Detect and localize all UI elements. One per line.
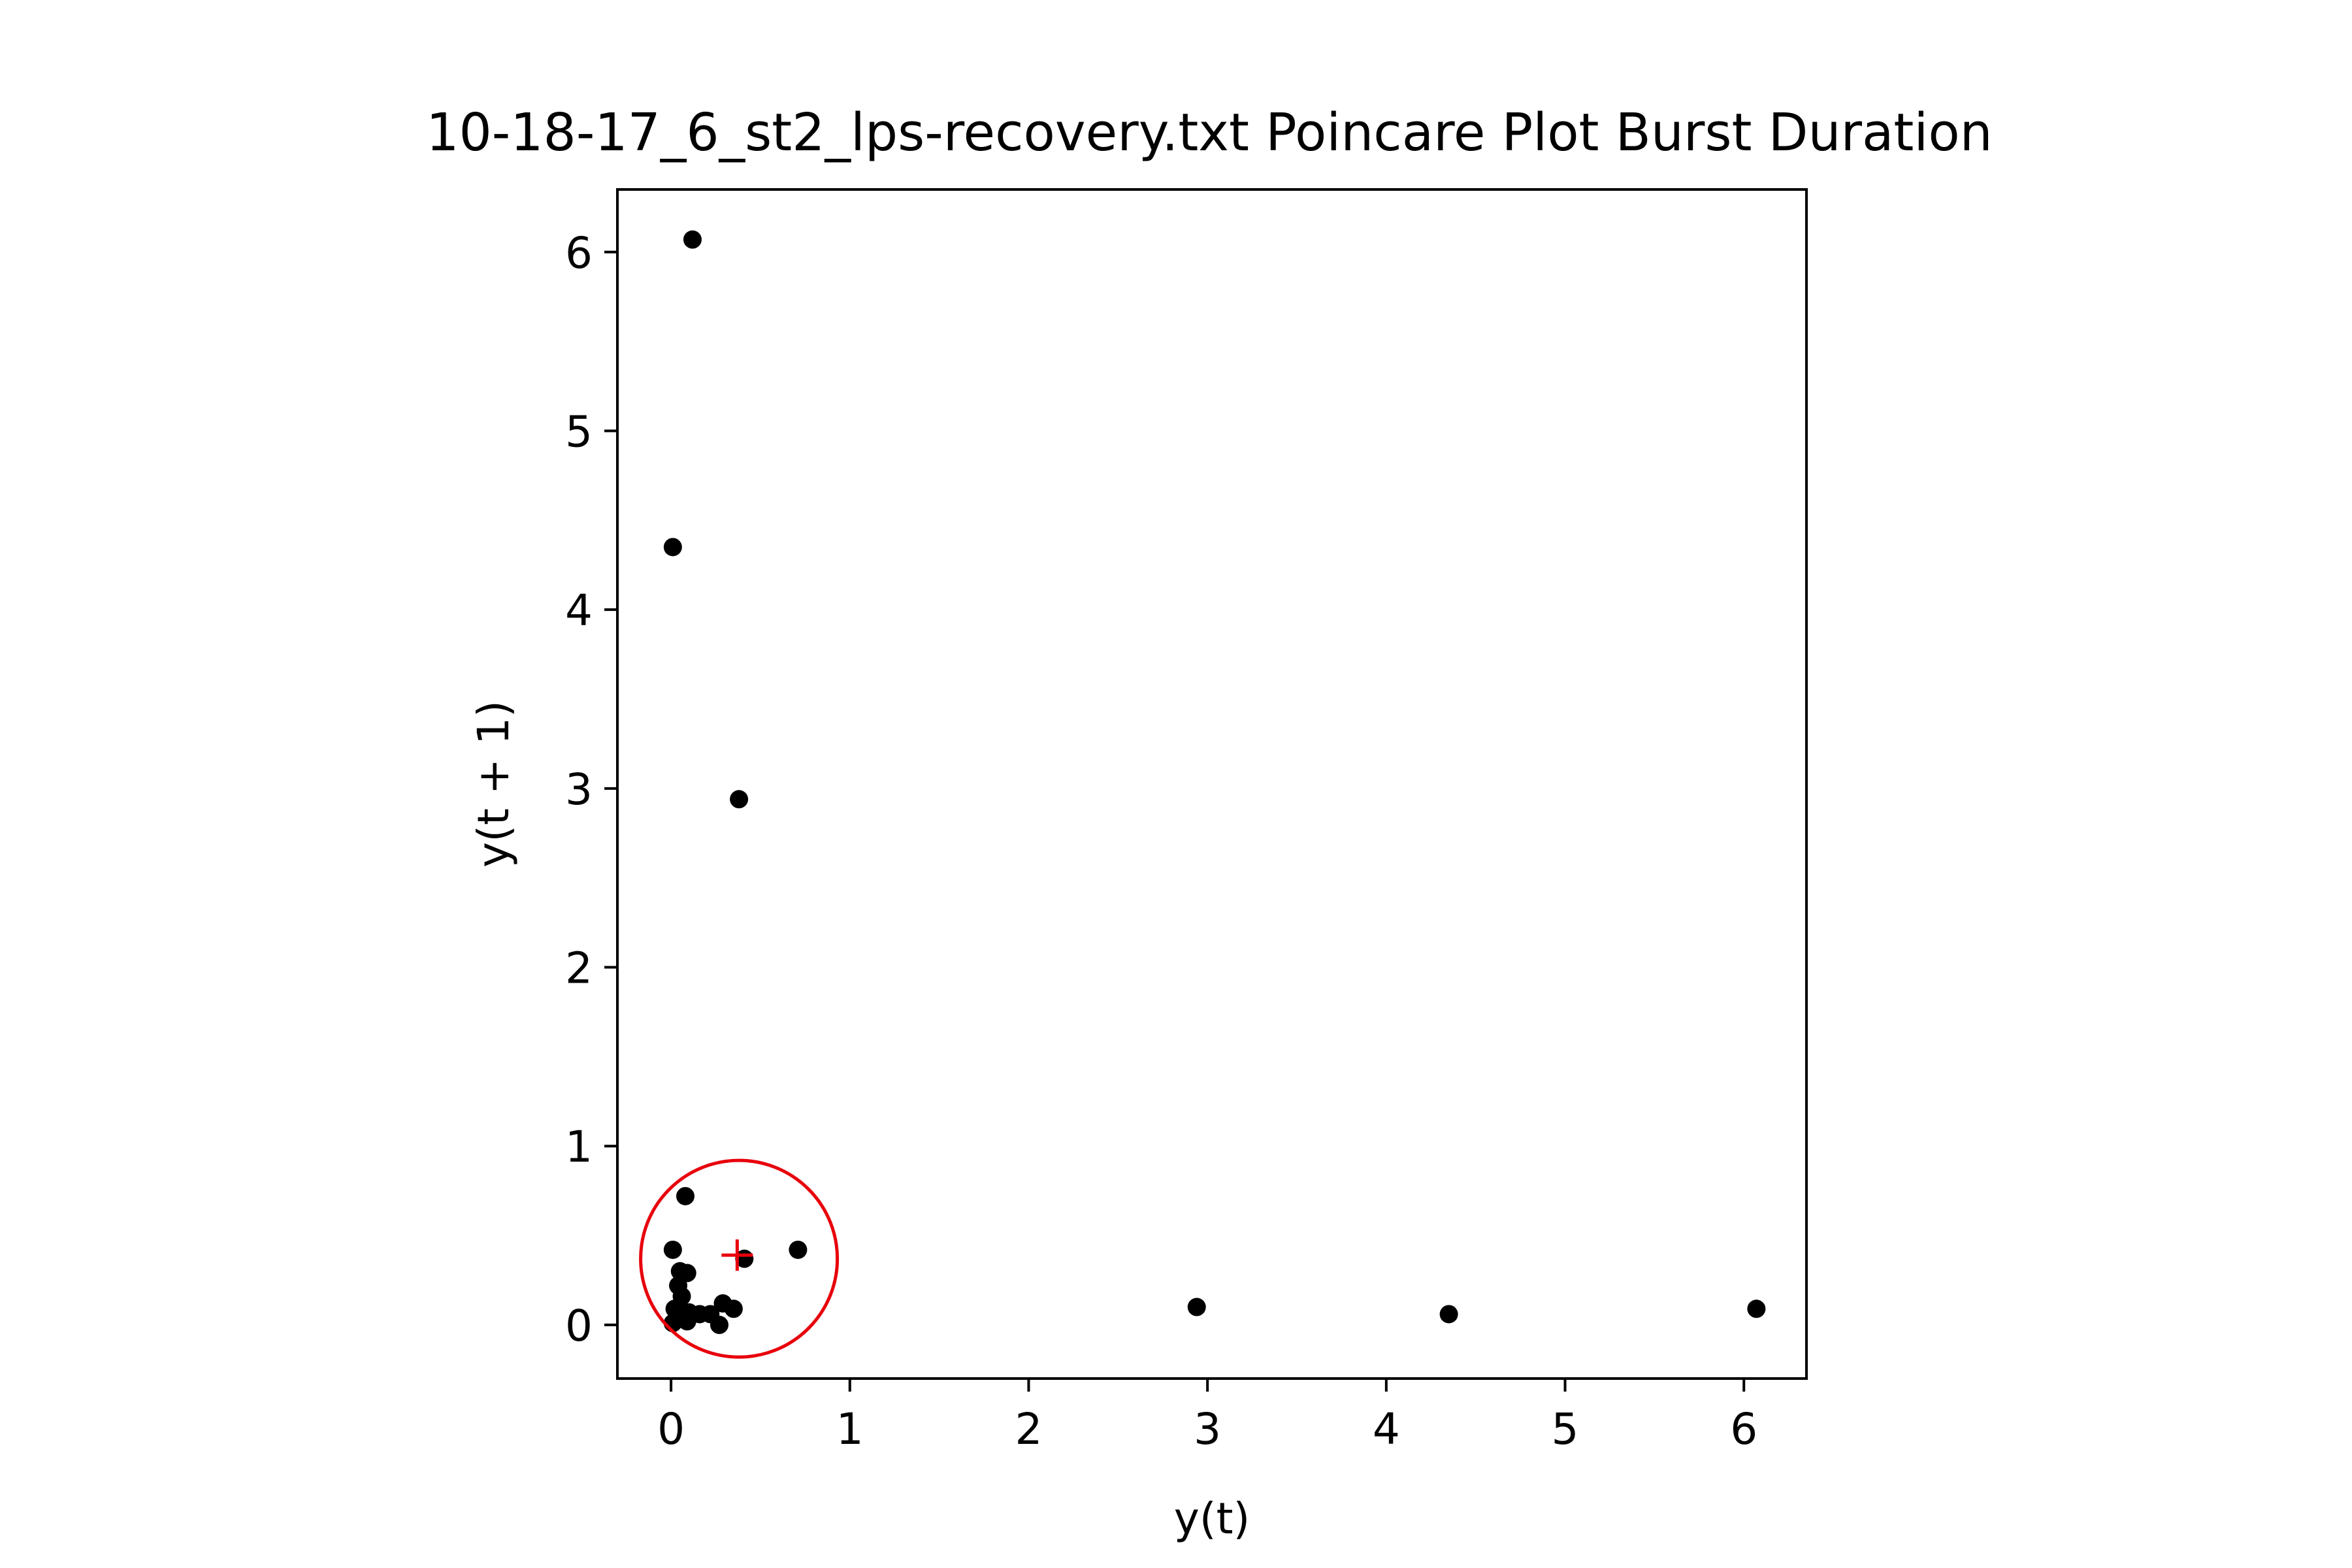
x-tick-label: 6 [1730,1404,1757,1454]
data-point [676,1186,694,1205]
x-tick-label: 0 [657,1404,685,1454]
x-tick-label: 4 [1373,1404,1400,1454]
y-axis-label: y(t + 1) [468,700,519,868]
data-point [1187,1298,1206,1316]
y-tick-label: 1 [565,1122,593,1172]
data-points [663,230,1766,1334]
x-tick-label: 2 [1015,1404,1042,1454]
data-point [730,790,749,809]
data-point [789,1240,808,1259]
y-tick-label: 3 [565,764,593,815]
axes-frame [616,188,1808,1380]
data-point [683,230,702,249]
chart-title: 10-18-17_6_st2_lps-recovery.txt Poincare… [426,103,1992,163]
y-tick-label: 2 [565,943,593,994]
y-tick-label: 5 [565,406,593,457]
data-point [663,538,682,557]
x-tick-label: 3 [1194,1404,1221,1454]
data-point [724,1299,743,1318]
x-tick-label: 5 [1552,1404,1579,1454]
centroid-overlay [639,1158,840,1359]
x-axis-label: y(t) [1174,1494,1250,1544]
data-point [1439,1305,1458,1324]
data-point [1747,1299,1766,1318]
y-tick-label: 6 [565,228,593,278]
y-tick-label: 4 [565,585,593,636]
x-tick-label: 1 [836,1404,864,1454]
data-point [710,1315,728,1334]
sd-circle [639,1158,840,1359]
axis-ticks: 0 1 2 3 4 5 6 0 1 2 3 4 5 6 [565,228,1757,1454]
data-point [663,1240,682,1259]
data-point [678,1312,696,1331]
y-tick-label: 0 [565,1301,593,1351]
